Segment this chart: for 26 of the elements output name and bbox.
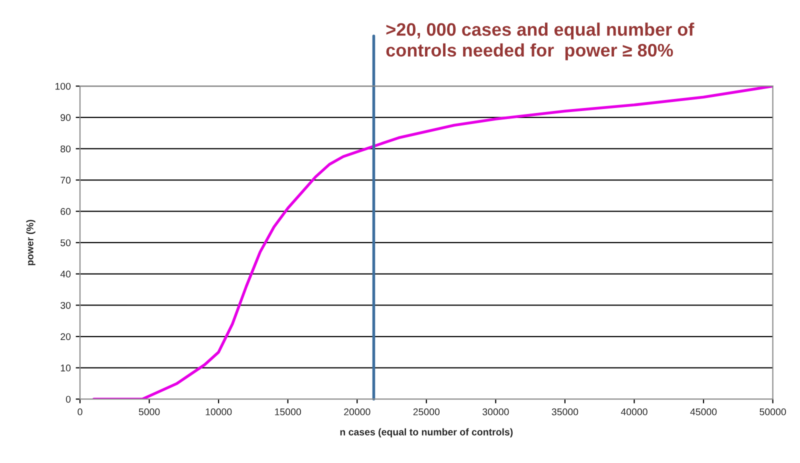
y-tick-label: 60: [60, 208, 71, 215]
y-tick-label: 10: [60, 364, 71, 372]
y-tick-label: 50: [60, 239, 71, 246]
x-tick-label: 40000: [620, 408, 648, 416]
y-tick-label: 80: [60, 145, 71, 152]
y-tick-label: 0: [66, 396, 71, 403]
x-tick-label: 20000: [344, 408, 370, 416]
x-tick-label: 30000: [482, 408, 509, 416]
y-tick-label: 100: [55, 82, 71, 90]
x-tick-label: 50000: [760, 408, 786, 416]
y-tick-label: 90: [60, 114, 71, 122]
line-series: [92, 86, 773, 400]
x-tick-label: 45000: [690, 408, 717, 416]
x-tick-label: 35000: [552, 408, 578, 416]
chart-title: >20, 000 cases and equal number of controls needed for power ≥ 80%: [386, 22, 694, 60]
y-tick-label: 30: [60, 302, 71, 309]
x-tick-label: 25000: [413, 408, 440, 416]
y-axis-title: power (%): [26, 220, 36, 266]
y-tick-label: 70: [60, 176, 71, 184]
x-tick-label: 5000: [138, 408, 160, 416]
x-tick-label: 0: [78, 408, 82, 416]
y-tick-label: 40: [60, 270, 71, 278]
x-axis-title: n cases (equal to number of controls): [340, 428, 513, 438]
y-tick-label: 20: [60, 333, 71, 340]
x-tick-label: 15000: [275, 408, 301, 416]
x-tick-label: 10000: [206, 408, 232, 416]
